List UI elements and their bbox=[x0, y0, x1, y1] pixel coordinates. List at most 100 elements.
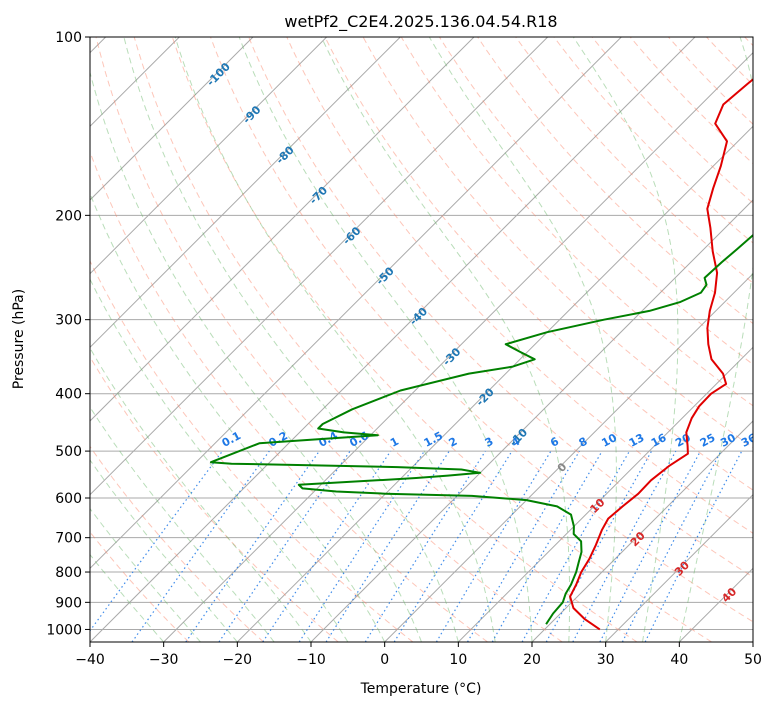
mixing-ratio-label: 1.5 bbox=[422, 429, 445, 450]
isotherm-label: -90 bbox=[240, 103, 263, 126]
dry-adiabat-line bbox=[90, 259, 414, 642]
moist-adiabat-line bbox=[90, 192, 386, 642]
dry-adiabat-line bbox=[210, 37, 753, 623]
moist-adiabat-line bbox=[238, 37, 533, 642]
isotherm-line bbox=[457, 346, 753, 642]
axes: −40 −30 −20 −10 0 10 20 30 40 5010020030040050060… bbox=[46, 30, 762, 668]
y-tick-label: 500 bbox=[55, 444, 82, 460]
line-annotations: 0.1 0.2 0.4 0.6 1 1.5 2 3 4 6 8 10 13 16 20 25 30 36-100-… bbox=[204, 60, 759, 605]
moist-adiabat-line bbox=[90, 459, 238, 642]
dry-adiabat-line bbox=[668, 37, 753, 125]
x-tick-label: 10 bbox=[449, 652, 467, 668]
y-tick-label: 700 bbox=[55, 531, 82, 547]
mixing-ratio-line bbox=[325, 450, 450, 642]
dry-adiabat-line bbox=[90, 150, 488, 642]
dry-adiabat-line bbox=[324, 37, 753, 491]
moist-adiabat-line bbox=[90, 70, 422, 642]
isotherm-line bbox=[90, 37, 254, 201]
x-tick-label: 50 bbox=[744, 652, 762, 668]
isotherm-label: -50 bbox=[374, 264, 397, 287]
isotherm-label: -20 bbox=[474, 385, 497, 408]
isotherm-line bbox=[90, 37, 401, 349]
mixing-ratio-label: 2 bbox=[447, 435, 460, 450]
isotherm-line bbox=[605, 493, 753, 642]
dry-adiabat-line bbox=[133, 37, 638, 642]
isotherm-label: 20 bbox=[628, 529, 648, 549]
mixing-ratio-label: 10 bbox=[599, 431, 619, 450]
isotherm-label: -80 bbox=[274, 143, 297, 166]
isotherm-line bbox=[531, 420, 753, 642]
moist-adiabat-line bbox=[174, 37, 496, 642]
profile-series bbox=[209, 78, 753, 631]
mixing-ratio-line bbox=[393, 450, 513, 642]
isotherm-label: -10 bbox=[507, 426, 530, 449]
mixing-ratio-line bbox=[90, 450, 223, 632]
isotherm-label: -100 bbox=[204, 60, 233, 89]
chart-title: wetPf2_C2E4.2025.136.04.54.R18 bbox=[284, 12, 557, 32]
mixing-ratio-line bbox=[466, 450, 580, 642]
y-tick-label: 200 bbox=[55, 208, 82, 224]
moist-adiabat-line bbox=[90, 406, 275, 642]
moist-adiabat-line bbox=[678, 37, 753, 642]
moist-adiabat-line bbox=[428, 37, 617, 642]
background-lines bbox=[90, 37, 753, 642]
isotherm-line bbox=[90, 37, 549, 496]
mixing-ratio-line bbox=[364, 450, 486, 642]
temperature-profile-line bbox=[569, 78, 753, 631]
dry-adiabat-line bbox=[171, 37, 712, 642]
mixing-ratio-label: 0.1 bbox=[220, 429, 243, 450]
mixing-ratio-line bbox=[521, 450, 631, 642]
mixing-ratio-line bbox=[218, 450, 351, 642]
isotherm-line bbox=[752, 641, 753, 642]
dry-adiabat-line bbox=[248, 37, 753, 578]
x-tick-label: 40 bbox=[670, 652, 688, 668]
x-tick-label: −40 bbox=[75, 652, 105, 668]
mixing-ratio-line bbox=[435, 450, 552, 642]
moist-adiabat-line bbox=[320, 37, 571, 642]
isotherm-label: -70 bbox=[307, 184, 330, 207]
dry-adiabat-line bbox=[90, 531, 190, 642]
x-tick-label: 20 bbox=[523, 652, 541, 668]
dry-adiabat-line bbox=[438, 37, 753, 366]
mixing-ratio-label: 3 bbox=[483, 435, 496, 450]
mixing-ratio-line bbox=[644, 450, 743, 642]
isotherm-label: -30 bbox=[440, 345, 463, 368]
dry-adiabat-line bbox=[553, 37, 753, 244]
mixing-ratio-line bbox=[262, 450, 392, 642]
dry-adiabat-line bbox=[515, 37, 753, 284]
mixing-ratio-label: 25 bbox=[698, 431, 718, 450]
isotherm-label: -60 bbox=[340, 224, 363, 247]
x-axis-title: Temperature (°C) bbox=[360, 681, 482, 697]
moist-adiabat-line bbox=[123, 37, 459, 642]
y-tick-label: 400 bbox=[55, 387, 82, 403]
isotherm-line bbox=[678, 567, 753, 642]
x-tick-label: −10 bbox=[296, 652, 326, 668]
isotherm-line bbox=[90, 37, 622, 570]
mixing-ratio-label: 0.2 bbox=[267, 429, 290, 450]
isotherm-line bbox=[90, 37, 328, 275]
isotherm-line bbox=[163, 51, 753, 642]
mixing-ratio-label: 30 bbox=[718, 431, 738, 450]
y-tick-label: 300 bbox=[55, 313, 82, 329]
x-tick-label: −30 bbox=[149, 652, 179, 668]
dry-adiabat-line bbox=[90, 356, 339, 642]
x-tick-label: 30 bbox=[597, 652, 615, 668]
isotherm-label: 10 bbox=[587, 496, 607, 516]
y-tick-label: 900 bbox=[55, 595, 82, 611]
dry-adiabat-line bbox=[591, 37, 753, 204]
y-tick-label: 100 bbox=[55, 30, 82, 46]
isotherm-line bbox=[90, 37, 696, 642]
mixing-ratio-label: 13 bbox=[627, 431, 647, 450]
mixing-ratio-label: 36 bbox=[739, 431, 759, 450]
y-axis-title: Pressure (hPa) bbox=[11, 289, 27, 389]
y-tick-label: 800 bbox=[55, 565, 82, 581]
isotherm-line bbox=[236, 125, 753, 642]
dry-adiabat-line bbox=[286, 37, 753, 534]
isotherm-line bbox=[310, 199, 753, 642]
moist-adiabat-line bbox=[90, 278, 349, 642]
moist-adiabat-line bbox=[90, 507, 201, 642]
mixing-ratio-line bbox=[185, 450, 320, 642]
moist-adiabat-line bbox=[90, 553, 165, 642]
isotherm-line bbox=[90, 37, 475, 422]
